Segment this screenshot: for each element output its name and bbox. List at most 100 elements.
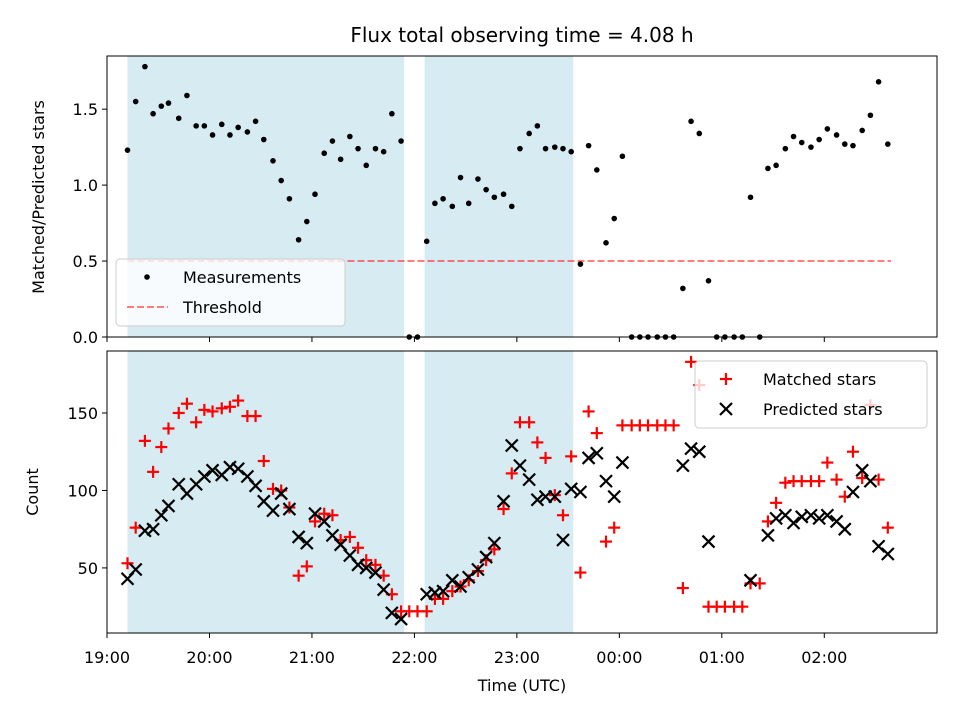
predicted-star-point: [548, 489, 562, 504]
measurement-point: [491, 194, 498, 201]
predicted-star-point: [769, 511, 783, 526]
measurement-point: [483, 186, 489, 193]
top-shaded-span: [424, 56, 574, 337]
measurement-point: [619, 153, 626, 160]
predicted-star-point: [701, 534, 716, 549]
measurement-point: [201, 123, 208, 129]
measurement-point: [142, 63, 148, 70]
measurement-point: [833, 132, 840, 138]
x-tick-label: 23:00: [494, 648, 540, 667]
matched-star-point: [531, 436, 544, 449]
measurement-point: [235, 124, 241, 131]
measurement-point: [372, 145, 379, 152]
measurement-point: [158, 103, 165, 109]
matched-star-point: [685, 355, 698, 368]
measurement-point: [270, 158, 276, 164]
predicted-star-point: [394, 612, 408, 626]
measurement-point: [184, 92, 190, 99]
measurement-point: [389, 110, 395, 117]
matched-star-point: [352, 541, 365, 554]
matched-star-point: [565, 450, 578, 463]
matched-star-point: [590, 427, 603, 440]
predicted-star-point: [863, 474, 878, 488]
measurement-point: [227, 132, 233, 138]
measurement-point: [798, 139, 805, 146]
measurement-point: [218, 121, 225, 128]
measurement-point: [363, 162, 370, 169]
x-tick-label: 02:00: [801, 648, 847, 667]
matched-star-point: [770, 496, 783, 509]
top-panel: 0.0 0.5 1.0 1.5 Matched/Predicted stars Mea…: [29, 55, 938, 347]
bottom-y-tick-label: 50: [78, 559, 98, 578]
top-y-tick-label: 0.5: [73, 252, 98, 271]
top-y-tick-label: 1.5: [73, 100, 98, 119]
measurement-point: [747, 194, 754, 201]
predicted-star-point: [359, 561, 374, 575]
measurement-point: [594, 167, 600, 173]
measurement-point: [782, 145, 789, 152]
matched-star-point: [523, 416, 536, 429]
measurement-point: [808, 144, 814, 150]
measurement-point: [329, 138, 336, 144]
predicted-star-point: [248, 479, 263, 493]
matched-star-point: [420, 605, 433, 618]
matched-star-point: [753, 577, 766, 590]
x-tick-label: 01:00: [699, 648, 745, 667]
matched-star-point: [162, 422, 175, 435]
matched-star-point: [821, 456, 834, 469]
matched-star-point: [574, 566, 587, 579]
measurement-point: [542, 145, 549, 152]
matched-star-point: [326, 509, 339, 522]
measurement-point: [165, 100, 172, 106]
measurement-point: [551, 144, 558, 150]
measurement-point: [790, 133, 797, 140]
predicted-star-point: [684, 441, 698, 456]
measurement-point: [603, 240, 609, 246]
predicted-star-point: [368, 565, 383, 580]
matched-star-point: [257, 455, 270, 468]
measurement-point: [295, 236, 302, 243]
legend-measurements-marker: [144, 274, 150, 280]
measurement-point: [252, 118, 259, 125]
matched-star-point: [343, 530, 356, 543]
matched-star-point: [830, 473, 843, 486]
matched-star-point: [736, 600, 749, 613]
bottom-y-axis-label: Count: [23, 468, 42, 516]
measurement-point: [885, 141, 891, 147]
predicted-star-point: [504, 438, 519, 453]
measurement-point: [304, 218, 310, 225]
predicted-star-point: [479, 550, 493, 564]
measurement-point: [867, 112, 874, 119]
measurement-point: [449, 203, 456, 210]
legend-matched-marker: [720, 373, 732, 385]
matched-star-point: [872, 473, 885, 486]
matched-star-point: [318, 507, 331, 520]
matched-star-point: [779, 476, 792, 489]
measurement-point: [278, 177, 284, 184]
predicted-star-point: [205, 463, 220, 478]
measurement-point: [355, 145, 361, 152]
legend-threshold-label: Threshold: [182, 298, 262, 317]
measurement-point: [611, 215, 618, 222]
predicted-star-point: [812, 511, 826, 526]
top-y-axis-label: Matched/Predicted stars: [29, 100, 48, 294]
matched-star-point: [488, 543, 501, 556]
measurement-point: [124, 147, 131, 153]
predicted-star-point: [300, 536, 314, 550]
matched-star-point: [155, 441, 168, 454]
x-tick-label: 19:00: [84, 648, 130, 667]
top-axes-frame: [106, 55, 938, 338]
matched-star-point: [676, 582, 689, 595]
predicted-star-point: [291, 530, 306, 544]
measurement-point: [517, 145, 523, 152]
bottom-y-tick-label: 150: [67, 404, 98, 423]
predicted-star-point: [197, 469, 212, 484]
predicted-star-point: [333, 537, 348, 552]
measurement-point: [380, 148, 387, 155]
bottom-panel: 50 100 150 19:00 20:00 21:00 22:00 23:00 00:00 0…: [23, 350, 938, 695]
measurement-point: [875, 79, 882, 85]
matched-star-point: [667, 419, 680, 432]
x-tick-label: 21:00: [289, 648, 335, 667]
measurement-point: [432, 200, 438, 207]
